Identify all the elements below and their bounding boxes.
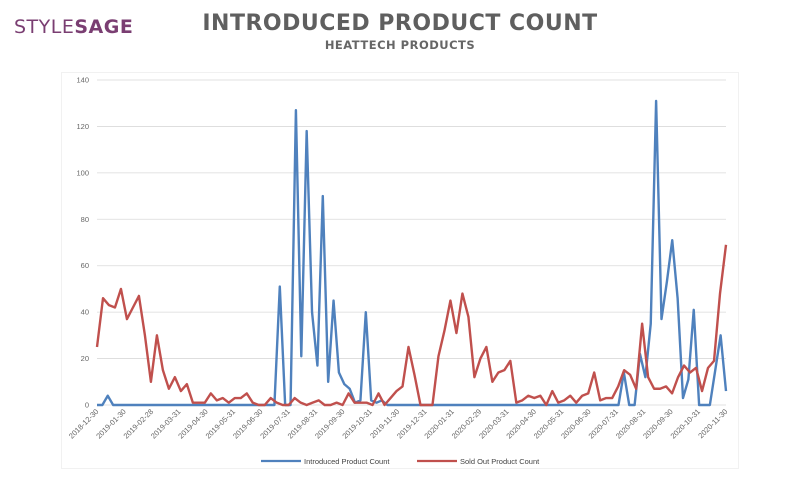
logo-text-style: STYLE — [14, 16, 75, 38]
y-tick-label: 20 — [81, 354, 89, 363]
y-tick-label: 100 — [76, 168, 89, 177]
stylesage-logo: STYLESAGE — [14, 16, 133, 38]
x-axis-ticks: 2018-12-302019-01-302019-02-282019-03-31… — [67, 407, 729, 440]
y-axis-ticks: 0 20 40 60 80 100 120 140 — [76, 76, 89, 410]
y-tick-label: 120 — [76, 122, 89, 131]
chart-area — [62, 73, 738, 468]
chart-title: INTRODUCED PRODUCT COUNT — [202, 11, 598, 36]
series-line-introduced — [97, 99, 728, 407]
legend: Introduced Product Count Sold Out Produc… — [261, 457, 540, 466]
legend-label-soldout: Sold Out Product Count — [460, 457, 540, 466]
series-lines — [95, 99, 728, 407]
y-tick-label: 60 — [81, 261, 89, 270]
y-tick-label: 140 — [76, 76, 89, 85]
y-tick-label: 80 — [81, 215, 89, 224]
x-tick-label: 2020-11-30 — [696, 407, 729, 440]
logo-text-sage: SAGE — [74, 16, 134, 38]
y-tick-label: 0 — [85, 401, 89, 410]
y-tick-label: 40 — [81, 308, 89, 317]
chart-subtitle: HEATTECH PRODUCTS — [324, 38, 476, 52]
series-line-soldout — [95, 244, 728, 407]
legend-label-introduced: Introduced Product Count — [304, 457, 390, 466]
